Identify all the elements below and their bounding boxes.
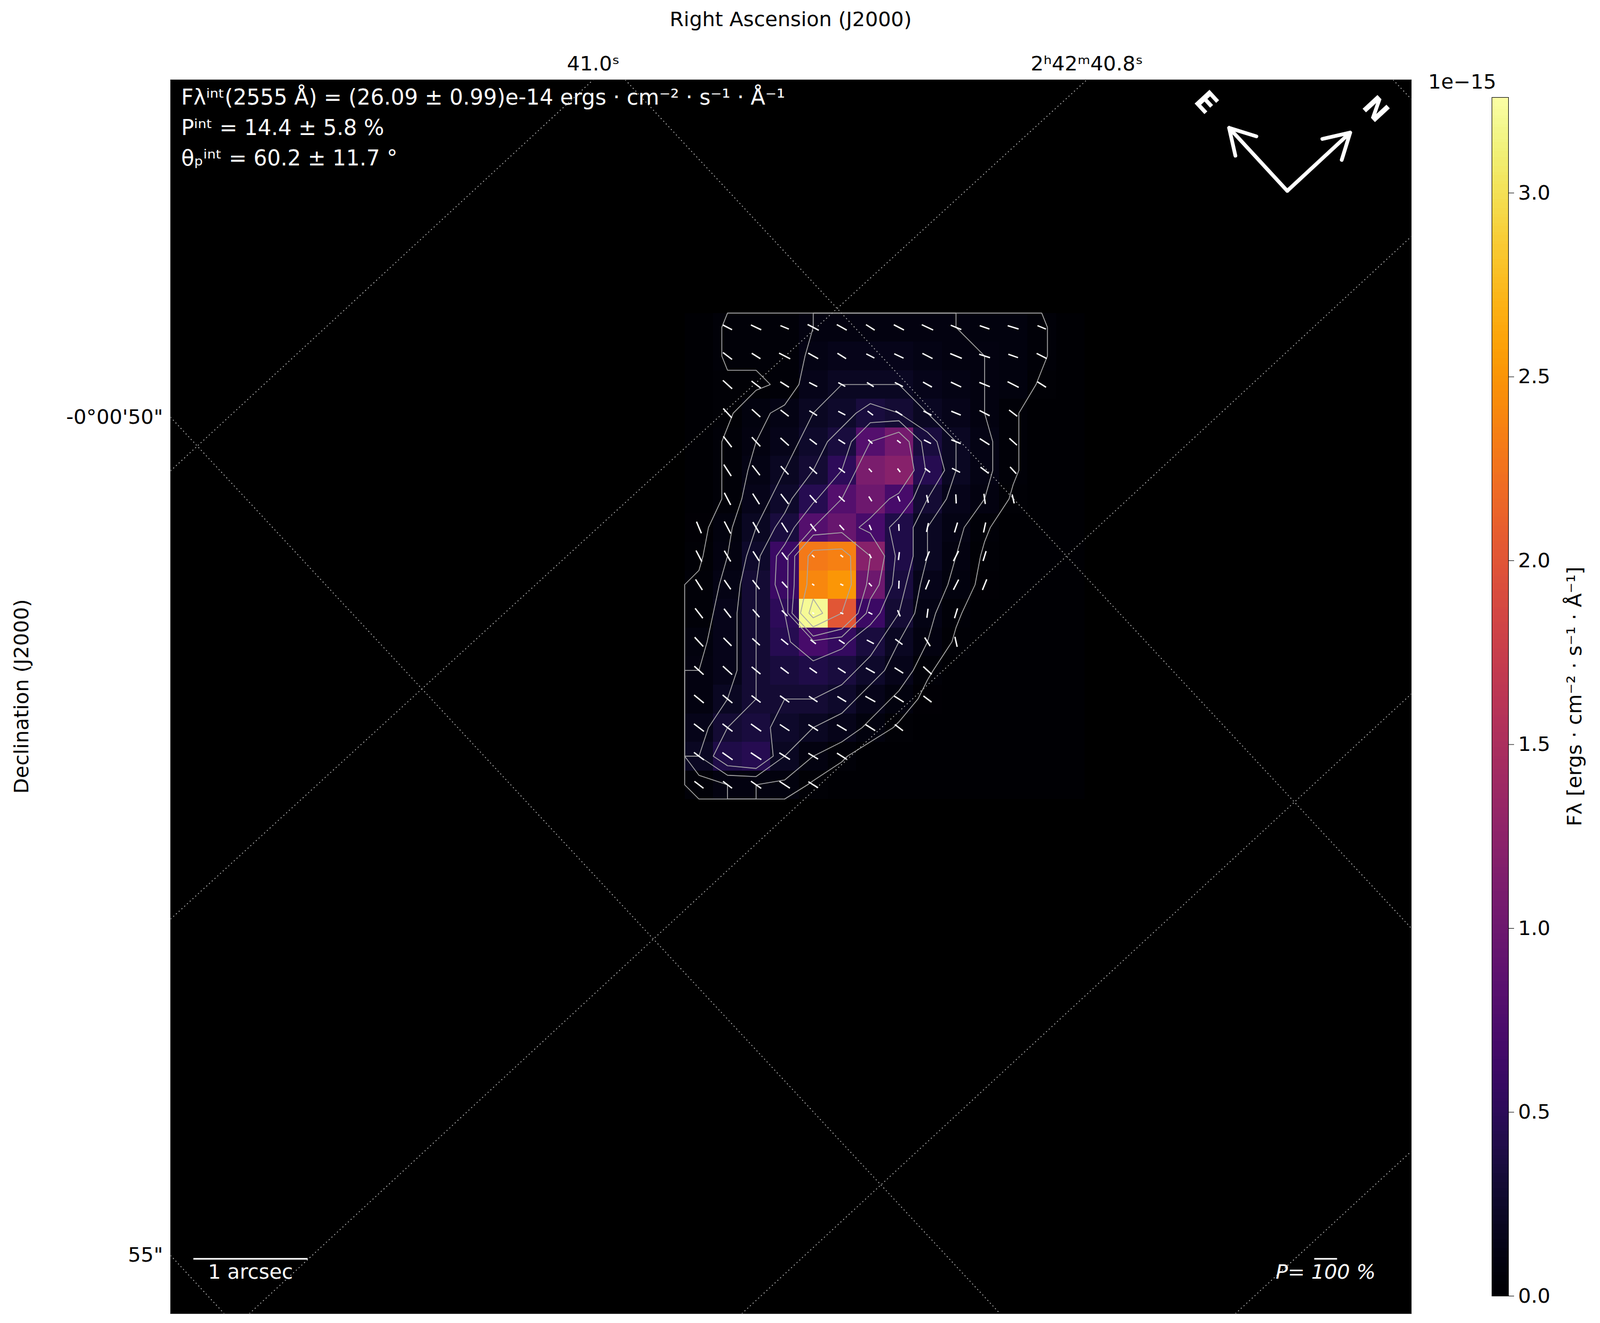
svg-text:Fλⁱⁿᵗ(2555 Å) = (26.09 ± 0.99): Fλⁱⁿᵗ(2555 Å) = (26.09 ± 0.99)e-14 ergs … <box>181 84 786 110</box>
svg-text:3.0: 3.0 <box>1518 180 1551 205</box>
svg-text:-0°00'50": -0°00'50" <box>66 405 164 429</box>
svg-text:0.5: 0.5 <box>1518 1099 1551 1124</box>
svg-text:55": 55" <box>128 1242 164 1267</box>
svg-text:θₚⁱⁿᵗ = 60.2 ± 11.7 °: θₚⁱⁿᵗ = 60.2 ± 11.7 ° <box>181 145 398 171</box>
svg-text:1.5: 1.5 <box>1518 732 1551 756</box>
svg-text:Pⁱⁿᵗ = 14.4 ± 5.8 %: Pⁱⁿᵗ = 14.4 ± 5.8 % <box>181 115 385 140</box>
svg-text:P= 100 %: P= 100 % <box>1275 1260 1376 1284</box>
svg-text:2ʰ42ᵐ40.8ˢ: 2ʰ42ᵐ40.8ˢ <box>1030 51 1143 76</box>
svg-text:1 arcsec: 1 arcsec <box>208 1260 293 1284</box>
svg-text:41.0ˢ: 41.0ˢ <box>566 51 620 76</box>
svg-text:0.0: 0.0 <box>1518 1284 1551 1308</box>
svg-text:1.0: 1.0 <box>1518 916 1551 940</box>
svg-text:2.0: 2.0 <box>1518 548 1551 573</box>
html-text:Right Ascension (J2000): Right Ascension (J2000) <box>669 7 912 31</box>
html-text:Fλ [ergs · cm⁻² · s⁻¹ · Å⁻¹]: Fλ [ergs · cm⁻² · s⁻¹ · Å⁻¹] <box>1562 566 1587 827</box>
svg-text:E: E <box>1187 84 1225 121</box>
html-text:1e−15: 1e−15 <box>1428 69 1497 94</box>
html-text:Declination (J2000): Declination (J2000) <box>9 599 34 794</box>
svg-text:2.5: 2.5 <box>1518 364 1551 388</box>
svg-text:N: N <box>1356 89 1396 129</box>
